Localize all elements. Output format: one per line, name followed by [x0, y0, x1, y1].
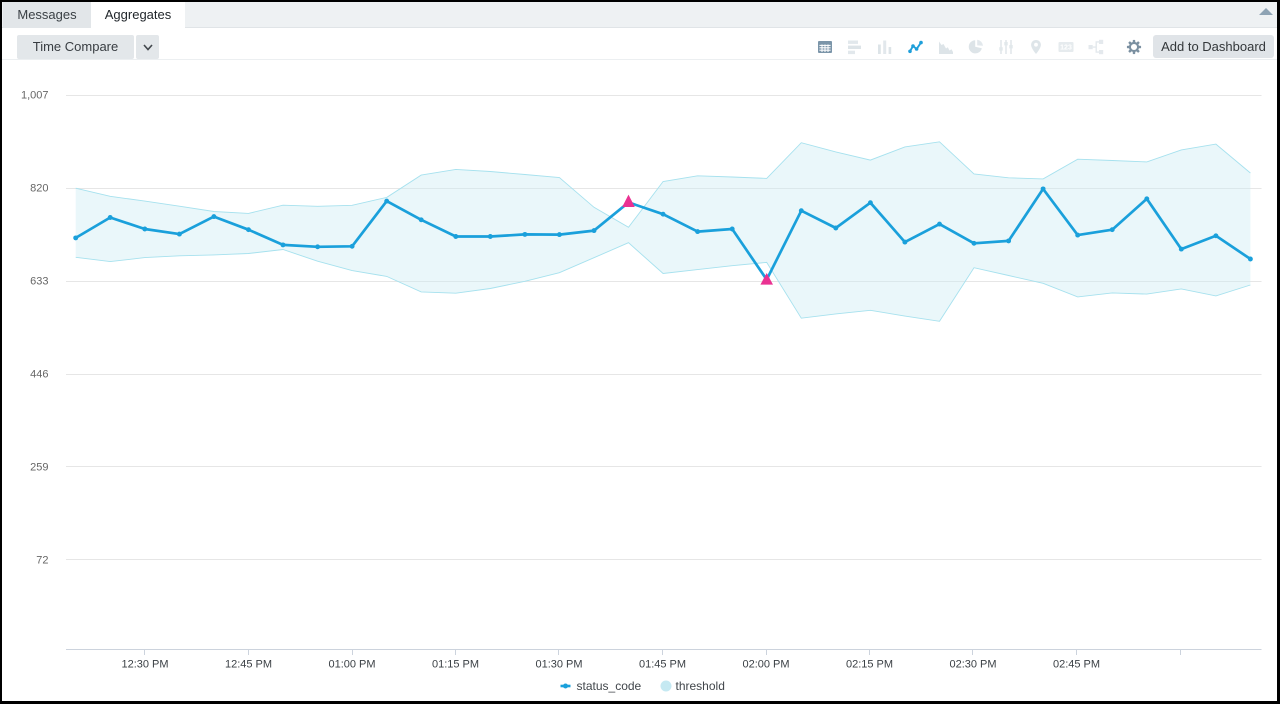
svg-text:446: 446: [30, 369, 48, 381]
svg-text:259: 259: [30, 461, 48, 473]
svg-text:123: 123: [1060, 45, 1072, 52]
svg-text:12:45 PM: 12:45 PM: [225, 659, 272, 671]
svg-text:12:30 PM: 12:30 PM: [121, 659, 168, 671]
svg-text:01:15 PM: 01:15 PM: [432, 659, 479, 671]
svg-text:status_code: status_code: [577, 679, 642, 693]
svg-text:633: 633: [30, 276, 48, 288]
svg-text:02:45 PM: 02:45 PM: [1053, 659, 1100, 671]
svg-text:02:30 PM: 02:30 PM: [949, 659, 996, 671]
svg-text:01:45 PM: 01:45 PM: [639, 659, 686, 671]
svg-text:820: 820: [30, 183, 48, 195]
svg-text:01:00 PM: 01:00 PM: [328, 659, 375, 671]
svg-text:threshold: threshold: [676, 679, 725, 693]
svg-text:02:15 PM: 02:15 PM: [846, 659, 893, 671]
svg-text:1,007: 1,007: [21, 90, 49, 102]
svg-text:02:00 PM: 02:00 PM: [742, 659, 789, 671]
svg-text:01:30 PM: 01:30 PM: [535, 659, 582, 671]
svg-text:72: 72: [36, 554, 48, 566]
